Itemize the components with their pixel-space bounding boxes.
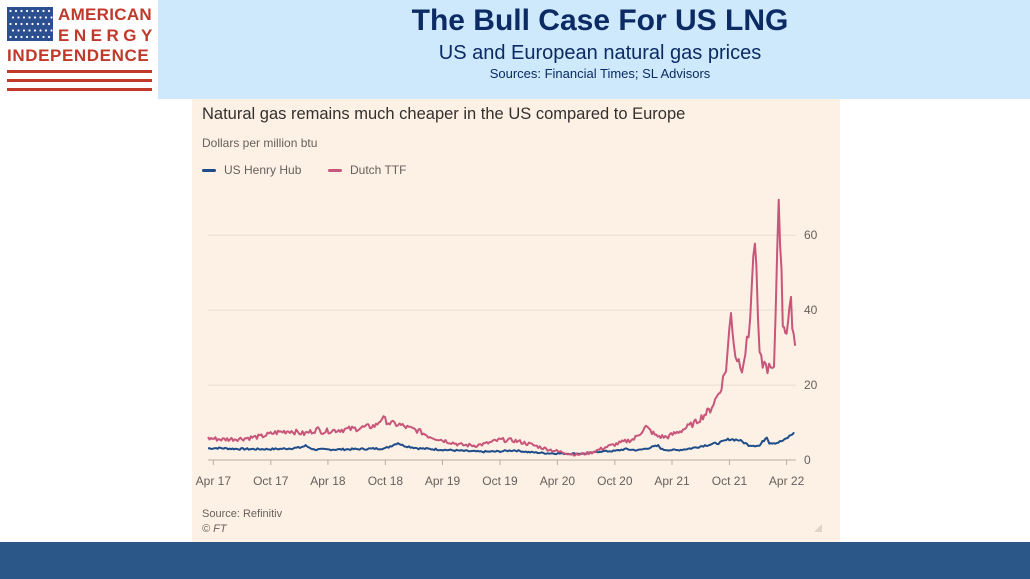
flag-star xyxy=(50,29,53,32)
flag-star xyxy=(42,22,45,26)
legend-swatch-us-henry-hub xyxy=(202,168,216,172)
x-tick-label: Apr 18 xyxy=(310,474,346,488)
flag-star xyxy=(28,29,31,32)
line-chart: 0 20 40 60 Apr 17 Oct 17 Apr 18 Oct 18 Apr 19 Oct… xyxy=(196,198,818,488)
flag-star xyxy=(47,35,51,39)
flag-star xyxy=(36,22,40,26)
flag-star xyxy=(42,9,45,13)
x-tick-label: Apr 17 xyxy=(196,474,232,488)
flag-star xyxy=(9,35,12,39)
x-tick-label: Apr 21 xyxy=(654,474,690,488)
flag-star xyxy=(44,16,48,19)
logo-stripe xyxy=(7,79,152,82)
flag-star xyxy=(42,35,45,39)
logo-stripe xyxy=(7,88,152,91)
y-tick-label: 60 xyxy=(804,228,818,242)
flag-star xyxy=(31,35,34,39)
flag-star xyxy=(33,16,37,19)
flag-star xyxy=(11,29,15,32)
x-tick-label: Oct 20 xyxy=(597,474,633,488)
flag-star xyxy=(31,9,34,13)
flag-star xyxy=(17,29,20,32)
flag-star xyxy=(36,9,40,13)
flag-star xyxy=(9,9,12,13)
x-tick-label: Oct 19 xyxy=(482,474,518,488)
flag-star xyxy=(33,29,37,32)
flag-star xyxy=(14,9,18,13)
chart-unit-label: Dollars per million btu xyxy=(202,136,318,150)
chart-panel: Natural gas remains much cheaper in the … xyxy=(192,99,840,542)
chart-credit: © FT xyxy=(202,523,227,535)
logo-stripe xyxy=(7,70,152,73)
flag-star xyxy=(22,16,26,19)
legend-label: Dutch TTF xyxy=(350,163,407,177)
x-tick-label: Oct 21 xyxy=(712,474,748,488)
y-tick-label: 0 xyxy=(804,453,811,467)
chart-title: Natural gas remains much cheaper in the … xyxy=(202,105,686,123)
flag-star xyxy=(20,35,23,39)
x-tick-label: Apr 22 xyxy=(769,474,805,488)
flag-star xyxy=(39,29,42,32)
brand-logo: AMERICAN ENERGY INDEPENDENCE xyxy=(0,0,158,99)
logo-line-independence: INDEPENDENCE xyxy=(7,46,150,65)
logo-line-american: AMERICAN xyxy=(58,5,153,24)
x-tick-label: Oct 18 xyxy=(368,474,404,488)
flag-star xyxy=(20,22,23,26)
legend-item-us-henry-hub: US Henry Hub xyxy=(202,163,301,177)
series-line-us-henry-hub xyxy=(207,431,795,456)
flag-star xyxy=(47,9,51,13)
x-tick-label: Oct 17 xyxy=(253,474,289,488)
y-tick-label: 40 xyxy=(804,303,818,317)
flag-star xyxy=(47,22,51,26)
flag-star xyxy=(25,22,29,26)
flag-star xyxy=(9,22,12,26)
x-tick-label: Apr 20 xyxy=(540,474,576,488)
flag-star xyxy=(11,16,15,19)
flag-star xyxy=(36,35,40,39)
slide-sources: Sources: Financial Times; SL Advisors xyxy=(489,66,711,81)
flag-star xyxy=(14,35,18,39)
y-tick-label: 20 xyxy=(804,378,818,392)
slide-subtitle: US and European natural gas prices xyxy=(438,42,762,64)
footer-band xyxy=(0,542,1030,579)
flag-star xyxy=(14,22,18,26)
flag-star xyxy=(44,29,48,32)
flag-star xyxy=(50,16,53,19)
logo-line-energy: ENERGY xyxy=(58,26,157,45)
flag-star xyxy=(22,29,26,32)
flag-star xyxy=(28,16,31,19)
flag-star xyxy=(39,16,42,19)
resize-grip-icon xyxy=(814,524,822,532)
x-tick-label: Apr 19 xyxy=(425,474,461,488)
flag-star xyxy=(20,9,23,13)
us-flag-icon xyxy=(7,7,53,41)
series-line-dutch-ttf xyxy=(207,198,797,457)
flag-star xyxy=(31,22,34,26)
chart-source: Source: Refinitiv xyxy=(202,508,283,520)
slide-title: The Bull Case For US LNG xyxy=(411,4,789,37)
legend-item-dutch-ttf: Dutch TTF xyxy=(328,163,406,177)
flag-star xyxy=(25,9,29,13)
flag-star xyxy=(17,16,20,19)
legend-swatch-dutch-ttf xyxy=(328,168,342,172)
legend-label: US Henry Hub xyxy=(224,163,302,177)
header-band: The Bull Case For US LNG US and European… xyxy=(0,0,1030,99)
flag-star xyxy=(25,35,29,39)
